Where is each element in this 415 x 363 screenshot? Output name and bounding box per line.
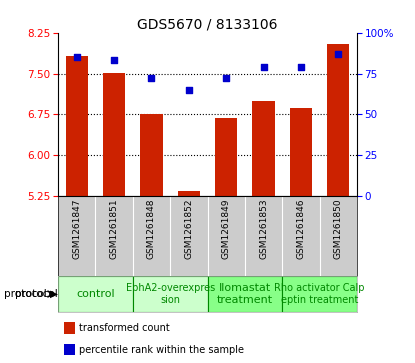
- Bar: [58, 276, 133, 312]
- Bar: [103, 73, 125, 196]
- Text: GSM1261852: GSM1261852: [184, 199, 193, 259]
- Text: GSM1261847: GSM1261847: [72, 199, 81, 259]
- Point: [186, 87, 192, 93]
- Text: GSM1261851: GSM1261851: [110, 199, 119, 259]
- Text: GSM1261850: GSM1261850: [334, 199, 343, 259]
- Text: GSM1261853: GSM1261853: [259, 199, 268, 259]
- Text: EphA2-overexpres
sion: EphA2-overexpres sion: [125, 283, 215, 305]
- Bar: [64, 344, 75, 355]
- Bar: [64, 322, 75, 334]
- Text: Rho activator Calp
eptin treatment: Rho activator Calp eptin treatment: [274, 283, 365, 305]
- Point: [73, 54, 80, 60]
- Bar: [215, 118, 237, 196]
- Point: [260, 64, 267, 70]
- Bar: [133, 276, 208, 312]
- Text: Ilomastat
treatment: Ilomastat treatment: [217, 283, 273, 305]
- Bar: [290, 108, 312, 196]
- Text: transformed count: transformed count: [79, 323, 170, 333]
- Point: [335, 51, 342, 57]
- Text: GSM1261849: GSM1261849: [222, 199, 231, 259]
- Title: GDS5670 / 8133106: GDS5670 / 8133106: [137, 17, 278, 32]
- Bar: [208, 276, 282, 312]
- Bar: [140, 114, 163, 196]
- Text: GSM1261846: GSM1261846: [296, 199, 305, 259]
- Bar: [282, 276, 357, 312]
- Point: [298, 64, 304, 70]
- Bar: [178, 191, 200, 196]
- Bar: [327, 44, 349, 196]
- Text: percentile rank within the sample: percentile rank within the sample: [79, 345, 244, 355]
- Bar: [252, 101, 275, 196]
- Text: protocol ▶: protocol ▶: [4, 289, 58, 299]
- Point: [223, 76, 229, 81]
- Point: [111, 57, 117, 63]
- Point: [148, 76, 155, 81]
- Bar: [66, 56, 88, 196]
- Text: protocol: protocol: [15, 289, 58, 299]
- Text: GSM1261848: GSM1261848: [147, 199, 156, 259]
- Text: control: control: [76, 289, 115, 299]
